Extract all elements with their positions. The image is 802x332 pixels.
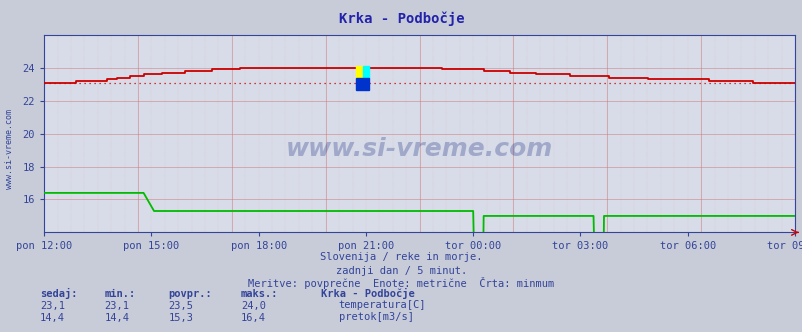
Text: zadnji dan / 5 minut.: zadnji dan / 5 minut.	[335, 266, 467, 276]
Text: povpr.:: povpr.:	[168, 289, 212, 299]
Bar	[355, 66, 362, 78]
Bar	[362, 66, 369, 78]
Text: min.:: min.:	[104, 289, 136, 299]
Text: 24,0: 24,0	[241, 301, 265, 311]
Text: 15,3: 15,3	[168, 313, 193, 323]
Text: 23,5: 23,5	[168, 301, 193, 311]
Text: maks.:: maks.:	[241, 289, 278, 299]
Bar	[355, 78, 369, 90]
Text: sedaj:: sedaj:	[40, 288, 78, 299]
Text: Meritve: povprečne  Enote: metrične  Črta: minmum: Meritve: povprečne Enote: metrične Črta:…	[248, 277, 554, 289]
Text: pretok[m3/s]: pretok[m3/s]	[338, 312, 413, 322]
Text: Krka - Podbočje: Krka - Podbočje	[321, 288, 415, 299]
Text: 16,4: 16,4	[241, 313, 265, 323]
Text: temperatura[C]: temperatura[C]	[338, 300, 426, 310]
Text: www.si-vreme.com: www.si-vreme.com	[286, 137, 553, 161]
Text: 23,1: 23,1	[40, 301, 65, 311]
Text: Krka - Podbočje: Krka - Podbočje	[338, 12, 464, 26]
Text: 14,4: 14,4	[104, 313, 129, 323]
Text: Slovenija / reke in morje.: Slovenija / reke in morje.	[320, 252, 482, 262]
Text: 23,1: 23,1	[104, 301, 129, 311]
Text: www.si-vreme.com: www.si-vreme.com	[5, 110, 14, 189]
Text: 14,4: 14,4	[40, 313, 65, 323]
